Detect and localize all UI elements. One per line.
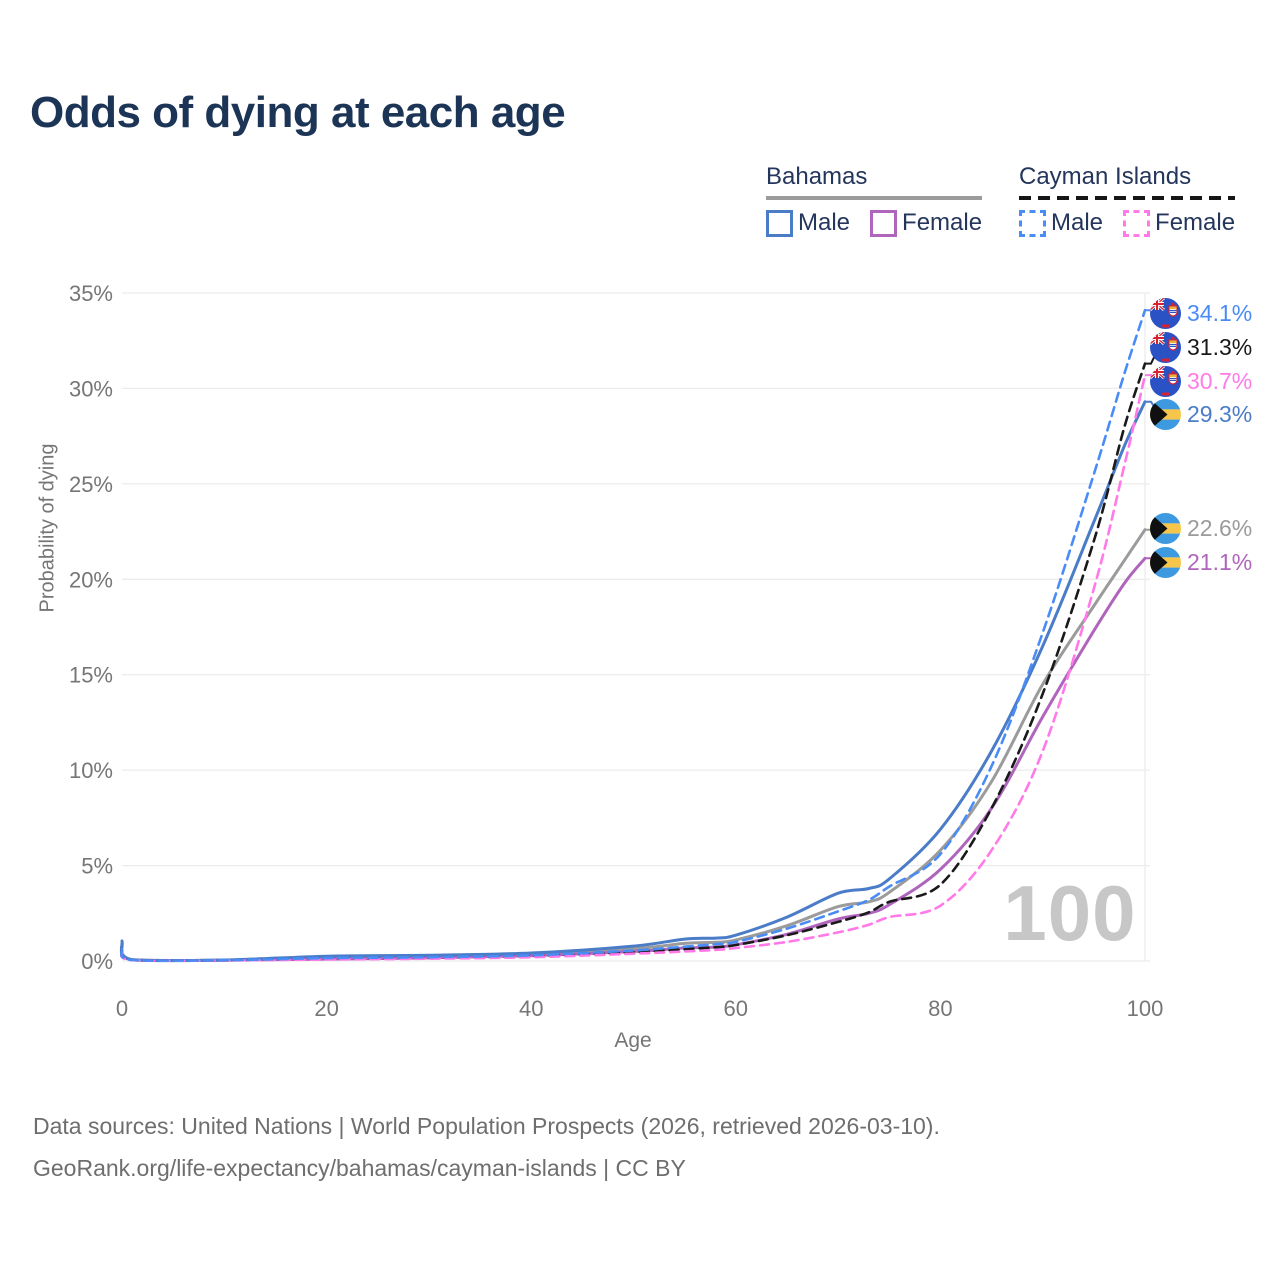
x-tick-label: 80 (928, 996, 952, 1021)
age-watermark: 100 (1003, 869, 1137, 957)
series-line-bahamas-male (119, 400, 1147, 963)
connector-bahamas-male (1145, 400, 1166, 415)
x-axis-title: Age (614, 1029, 652, 1052)
connector-bahamas-female (1145, 557, 1166, 563)
legend-item-bahamas-female: Female (870, 209, 982, 237)
series-line-bahamas-female (119, 556, 1147, 963)
source-link-text[interactable]: GeoRank.org/life-expectancy/bahamas/caym… (33, 1154, 686, 1181)
y-tick-label: 35% (69, 281, 113, 306)
legend-item-label: Male (1051, 209, 1104, 236)
legend-group-title-cayman: Cayman Islands (1019, 163, 1192, 190)
x-tick-label: 60 (724, 996, 748, 1021)
legend-underline-cayman (1019, 196, 1236, 200)
y-tick-label: 5% (81, 854, 113, 879)
legend-swatch-bahamas-female (870, 209, 898, 237)
connector-cayman-total (1145, 346, 1166, 365)
series-line-cayman-male (120, 308, 1147, 962)
legend-swatch-cayman-female (1123, 209, 1151, 237)
x-tick-label: 0 (116, 996, 128, 1021)
y-axis-title: Probability of dying (36, 443, 59, 613)
connector-cayman-female (1145, 374, 1166, 382)
legend-group-cayman: Cayman Islands Male Female (1019, 163, 1236, 237)
legend-items-bahamas: Male Female (766, 209, 982, 237)
y-tick-label: 30% (69, 376, 113, 401)
y-tick-label: 0% (81, 949, 113, 974)
legend-group-title-bahamas: Bahamas (766, 163, 868, 190)
page-title: Odds of dying at each age (30, 88, 566, 137)
footer: Data sources: United Nations | World Pop… (33, 1106, 940, 1190)
legend-swatch-cayman-male (1019, 209, 1046, 237)
series-line-cayman-female (120, 373, 1147, 962)
y-tick-label: 25% (69, 472, 113, 497)
legend-items-cayman: Male Female (1019, 209, 1235, 237)
x-tick-label: 100 (1127, 996, 1164, 1021)
legend-item-cayman-male: Male (1019, 209, 1103, 237)
legend-item-label: Male (798, 209, 851, 236)
series-line-bahamas-total (119, 528, 1147, 963)
data-sources-text: Data sources: United Nations | World Pop… (33, 1113, 940, 1139)
x-tick-label: 40 (519, 996, 543, 1021)
legend-underline-bahamas (766, 196, 983, 200)
legend-item-label: Female (1155, 209, 1236, 236)
y-tick-label: 20% (69, 567, 113, 592)
legend-group-bahamas: Bahamas Male Female (766, 163, 983, 237)
legend-item-label: Female (902, 209, 983, 236)
connector-cayman-male (1145, 309, 1166, 314)
legend-item-cayman-female: Female (1123, 209, 1235, 237)
legend-swatch-bahamas-male (766, 209, 793, 237)
y-tick-label: 10% (69, 758, 113, 783)
legend-item-bahamas-male: Male (766, 209, 850, 237)
y-tick-label: 15% (69, 663, 113, 688)
series-line-cayman-total (120, 362, 1147, 962)
x-tick-label: 20 (314, 996, 338, 1021)
connector-bahamas-total (1145, 527, 1166, 531)
